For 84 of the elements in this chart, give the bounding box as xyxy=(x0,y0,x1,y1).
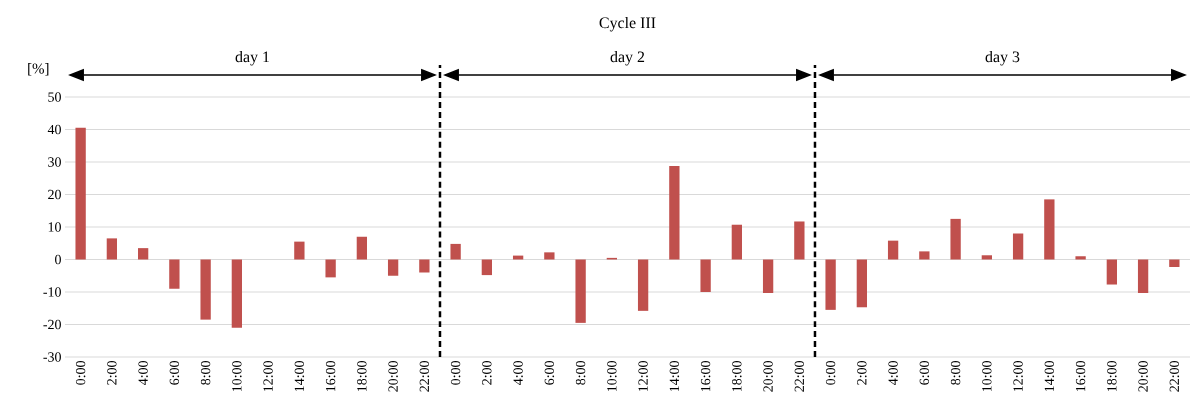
x-tick-label: 6:00 xyxy=(919,361,930,385)
y-tick-label: -30 xyxy=(43,352,61,362)
bar xyxy=(1106,259,1117,285)
x-tick-label: 2:00 xyxy=(482,361,492,385)
x-tick-label: 8:00 xyxy=(950,361,961,385)
x-tick-label: 16:00 xyxy=(1075,361,1086,392)
x-tick-label: 12:00 xyxy=(638,361,648,392)
bar xyxy=(512,255,524,260)
x-tick-label: 10:00 xyxy=(607,361,617,392)
x-tick-label: 20:00 xyxy=(1138,361,1148,392)
x-tick-label: 2:00 xyxy=(107,361,117,385)
x-tick-label: 6:00 xyxy=(544,361,555,385)
x-tick-label: 4:00 xyxy=(138,361,148,386)
x-tick-label: 0:00 xyxy=(450,361,461,385)
bar xyxy=(450,243,461,260)
y-axis-title: [%] xyxy=(28,63,49,76)
y-tick-label: -10 xyxy=(43,287,61,297)
x-tick-label: 22:00 xyxy=(1169,361,1180,392)
bar xyxy=(169,259,180,289)
bar xyxy=(825,259,836,310)
y-tick-label: 0 xyxy=(55,254,61,265)
x-tick-label: 12:00 xyxy=(1013,361,1023,392)
bar xyxy=(1044,199,1055,260)
bar xyxy=(106,238,118,260)
bar xyxy=(1075,256,1086,260)
x-tick-label: 18:00 xyxy=(357,361,367,392)
x-tick-label: 10:00 xyxy=(232,361,242,392)
bar xyxy=(575,259,586,323)
x-tick-label: 10:00 xyxy=(982,361,992,392)
bar xyxy=(294,241,305,260)
bar xyxy=(1137,259,1149,293)
x-tick-label: 22:00 xyxy=(794,361,805,392)
x-tick-label: 4:00 xyxy=(513,361,523,386)
x-tick-label: 22:00 xyxy=(419,361,430,392)
x-tick-label: 16:00 xyxy=(325,361,336,392)
y-tick-label: 20 xyxy=(48,189,61,200)
bar xyxy=(137,248,149,260)
bar xyxy=(794,221,805,260)
bar xyxy=(356,236,368,260)
x-tick-label: 0:00 xyxy=(825,361,836,385)
text: day 1 xyxy=(235,50,270,66)
bar xyxy=(919,251,930,260)
bar xyxy=(669,165,680,260)
x-tick-label: 14:00 xyxy=(1044,361,1055,392)
x-tick-label: 4:00 xyxy=(888,361,898,386)
x-tick-label: 14:00 xyxy=(294,361,305,392)
bar xyxy=(887,240,899,260)
bar xyxy=(950,218,961,260)
y-tick-label: 30 xyxy=(48,157,61,167)
bar xyxy=(1169,259,1180,267)
text: day 3 xyxy=(985,50,1020,66)
bar xyxy=(231,259,243,328)
bar xyxy=(1012,233,1024,260)
x-tick-label: 8:00 xyxy=(575,361,586,385)
bar xyxy=(419,259,430,273)
x-tick-label: 12:00 xyxy=(263,361,273,392)
x-tick-label: 8:00 xyxy=(200,361,211,385)
y-tick-label: 40 xyxy=(47,124,61,135)
x-tick-label: 20:00 xyxy=(763,361,773,392)
x-tick-label: 18:00 xyxy=(1107,361,1117,392)
x-tick-label: 6:00 xyxy=(169,361,180,385)
bar xyxy=(731,224,743,260)
y-tick-label: 10 xyxy=(48,222,61,232)
bar xyxy=(387,259,399,276)
y-tick-label: -20 xyxy=(43,319,61,330)
bar xyxy=(544,252,555,260)
x-tick-label: 18:00 xyxy=(732,361,742,392)
bar xyxy=(762,259,774,293)
bar xyxy=(981,255,993,260)
bar xyxy=(325,259,336,278)
y-tick-label: 50 xyxy=(48,92,61,102)
bar xyxy=(481,259,493,276)
text: day 2 xyxy=(610,50,645,66)
x-tick-label: 20:00 xyxy=(388,361,398,392)
bar xyxy=(200,259,211,320)
x-tick-label: 16:00 xyxy=(700,361,711,392)
bar xyxy=(700,259,711,292)
bar xyxy=(637,259,649,311)
bar xyxy=(856,259,868,308)
bar xyxy=(75,127,86,260)
x-tick-label: 14:00 xyxy=(669,361,680,392)
chart-title: Cycle III xyxy=(599,16,656,32)
x-tick-label: 0:00 xyxy=(75,361,86,385)
x-tick-label: 2:00 xyxy=(857,361,867,385)
